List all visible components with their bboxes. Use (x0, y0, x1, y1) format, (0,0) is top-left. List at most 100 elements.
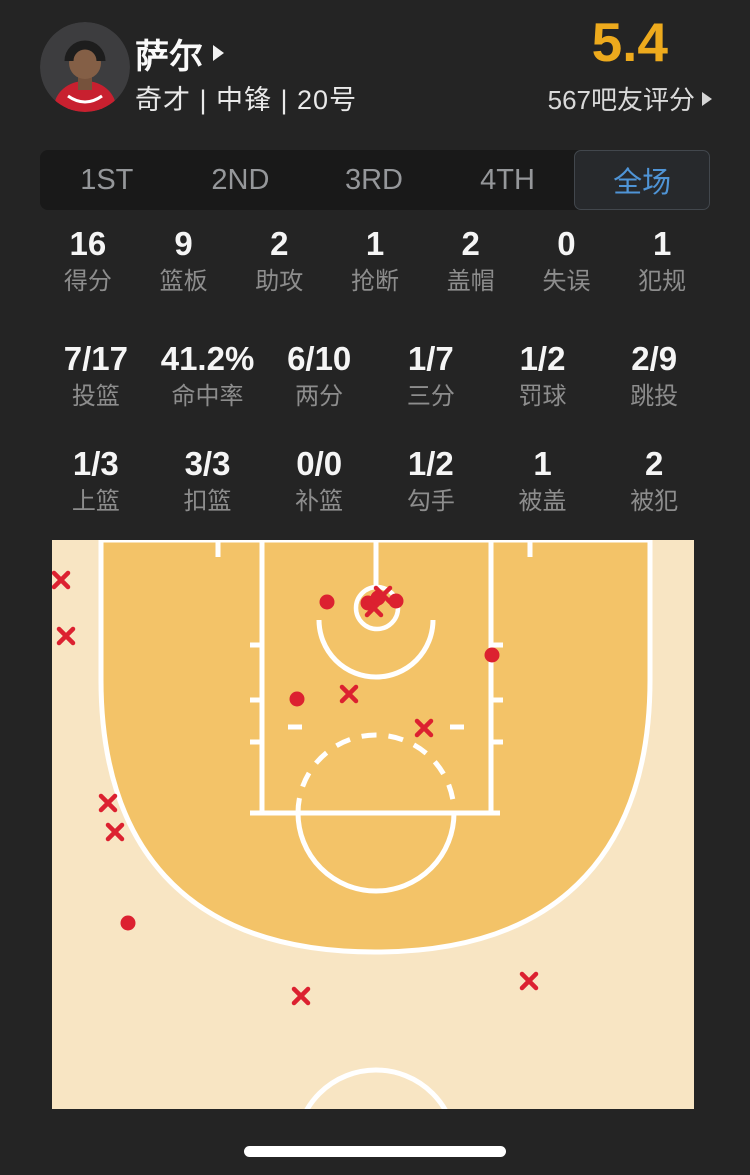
missed-shot-marker (364, 598, 384, 618)
stat-label: 勾手 (406, 488, 455, 515)
stat-label: 得分 (63, 268, 112, 295)
stat-label: 盖帽 (446, 268, 495, 295)
stat-value: 41.2% (160, 340, 255, 377)
free-throw-circle-dashed (295, 732, 457, 814)
stat-label: 投篮 (71, 383, 120, 410)
stats-row-basic: 16 得分 9 篮板 2 助攻 1 抢断 2 盖帽 0 失误 1 犯规 (40, 225, 710, 295)
missed-shot-marker (373, 585, 393, 605)
lane-lines (250, 540, 500, 816)
baseline-ticks (215, 540, 533, 557)
restricted-arc (316, 619, 436, 680)
stat-犯规: 1 犯规 (614, 225, 710, 295)
stat-篮板: 9 篮板 (136, 225, 232, 295)
quarter-tabs: 1ST 2ND 3RD 4TH 全场 (40, 150, 710, 210)
stat-value: 3/3 (184, 445, 231, 482)
stat-跳投: 2/9 跳投 (598, 340, 710, 410)
center-circle (304, 1067, 448, 1109)
missed-shot-marker (56, 626, 76, 646)
stat-value: 1 (652, 225, 672, 262)
missed-shot-markers (52, 570, 539, 1006)
stat-得分: 16 得分 (40, 225, 136, 295)
arrow-right-icon (702, 91, 712, 106)
player-photo (40, 22, 130, 112)
arrow-right-icon (213, 45, 224, 61)
missed-shot-marker (98, 793, 118, 813)
missed-shot-marker (519, 971, 539, 991)
stat-label: 助攻 (255, 268, 304, 295)
stat-罚球: 1/2 罚球 (487, 340, 599, 410)
stat-命中率: 41.2% 命中率 (152, 340, 264, 410)
player-name-row[interactable]: 萨尔 (135, 32, 224, 76)
made-shot-marker (319, 594, 335, 610)
stat-label: 被犯 (630, 488, 679, 515)
made-shot-marker (388, 593, 404, 609)
stat-label: 扣篮 (183, 488, 232, 515)
stat-value: 2/9 (631, 340, 678, 377)
stat-value: 1 (365, 225, 385, 262)
stat-value: 2 (461, 225, 480, 262)
made-shot-marker (289, 691, 305, 707)
missed-shot-marker (291, 986, 311, 1006)
rating-value: 5.4 (591, 11, 669, 73)
stat-label: 三分 (406, 383, 455, 410)
stat-上篮: 1/3 上篮 (40, 445, 152, 515)
player-name: 萨尔 (135, 37, 203, 76)
stat-扣篮: 3/3 扣篮 (152, 445, 264, 515)
stat-被盖: 1 被盖 (487, 445, 599, 515)
stat-value: 6/10 (287, 340, 352, 377)
stat-三分: 1/7 三分 (375, 340, 487, 410)
stat-value: 0/0 (296, 445, 343, 482)
missed-shot-marker (339, 684, 359, 704)
stat-label: 被盖 (518, 488, 567, 515)
missed-shot-marker (105, 822, 125, 842)
stat-label: 命中率 (171, 383, 244, 410)
stat-value: 9 (174, 225, 193, 262)
missed-shot-marker (52, 570, 71, 590)
stat-value: 0 (557, 225, 576, 262)
stat-失误: 0 失误 (519, 225, 615, 295)
stat-label: 失误 (542, 268, 591, 295)
missed-shot-marker (414, 718, 434, 738)
home-indicator[interactable] (244, 1146, 506, 1157)
tab-3RD[interactable]: 3RD (344, 163, 403, 196)
shot-chart (52, 540, 694, 1109)
stat-label: 跳投 (630, 383, 679, 410)
stat-label: 犯规 (638, 268, 687, 295)
stats-row-detail: 1/3 上篮 3/3 扣篮 0/0 补篮 1/2 勾手 1 被盖 2 被犯 (40, 445, 710, 515)
free-throw-circle-solid (295, 812, 457, 894)
stat-抢断: 1 抢断 (327, 225, 423, 295)
stat-盖帽: 2 盖帽 (423, 225, 519, 295)
stat-value: 2 (270, 225, 289, 262)
made-shot-marker (484, 647, 500, 663)
rating-block[interactable]: 5.4 567吧友评分 (548, 10, 712, 117)
tab-4TH[interactable]: 4TH (480, 163, 535, 196)
stat-投篮: 7/17 投篮 (40, 340, 152, 410)
stat-补篮: 0/0 补篮 (263, 445, 375, 515)
stat-value: 16 (69, 225, 107, 262)
stat-label: 罚球 (518, 383, 567, 410)
stat-value: 7/17 (63, 340, 128, 377)
stat-value: 1/7 (407, 340, 454, 377)
stat-被犯: 2 被犯 (598, 445, 710, 515)
player-avatar[interactable] (40, 22, 130, 112)
tab-2ND[interactable]: 2ND (211, 163, 270, 196)
stat-label: 上篮 (71, 488, 120, 515)
rating-caption-row: 567吧友评分 (548, 80, 712, 117)
three-point-line (98, 540, 653, 955)
tab-1ST[interactable]: 1ST (80, 163, 134, 196)
lane-hash-marks (250, 642, 503, 745)
stat-value: 1/2 (519, 340, 566, 377)
stat-label: 篮板 (159, 268, 208, 295)
stat-勾手: 1/2 勾手 (375, 445, 487, 515)
player-team-info: 奇才 | 中锋 | 20号 (135, 85, 358, 115)
stat-value: 1/3 (72, 445, 119, 482)
tab-全场[interactable]: 全场 (574, 150, 710, 210)
stats-row-shooting: 7/17 投篮 41.2% 命中率 6/10 两分 1/7 三分 1/2 罚球 2/9 跳投 (40, 340, 710, 410)
rating-caption-text: 567吧友评分 (547, 85, 695, 115)
stat-label: 两分 (295, 383, 344, 410)
stat-label: 补篮 (295, 488, 344, 515)
stat-两分: 6/10 两分 (263, 340, 375, 410)
stat-label: 抢断 (351, 268, 400, 295)
stat-value: 1 (533, 445, 552, 482)
